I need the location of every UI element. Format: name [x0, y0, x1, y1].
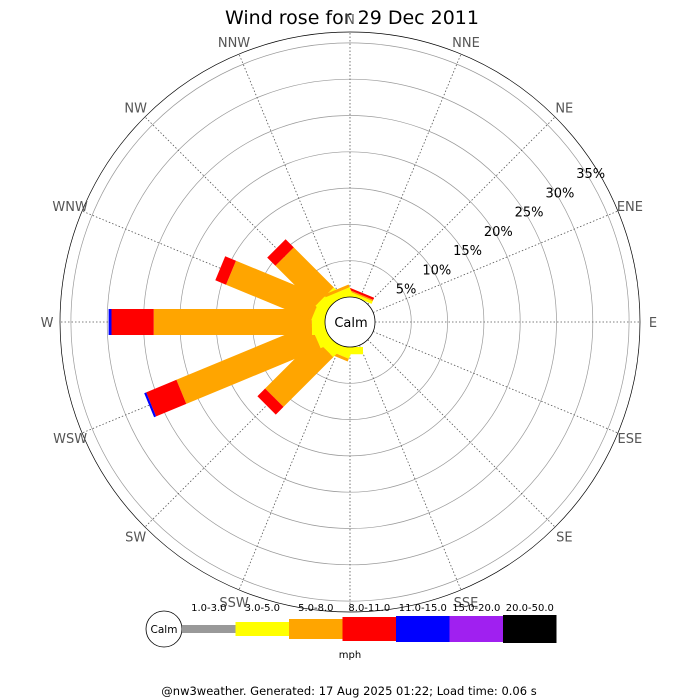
bar-sw-8.0-11.0: [257, 388, 284, 415]
polar-grid: [59, 31, 641, 613]
legend-label-5.0-8.0: 5.0-8.0: [298, 603, 333, 614]
radial-tick-labels: 5% 10%15%20%25%30%35%: [396, 167, 605, 297]
footer-credit: @nw3weather. Generated: 17 Aug 2025 01:2…: [161, 684, 536, 698]
direction-label-sse: SSE: [454, 596, 479, 611]
outer-ring: [59, 31, 641, 613]
legend-label-8.0-11.0: 8.0-11.0: [348, 603, 390, 614]
calm-center: Calm: [324, 296, 376, 348]
spoke-nne: [359, 53, 462, 300]
calm-label: Calm: [334, 316, 367, 331]
speed-legend: Calm 1.0-3.0 3.0-5.0 5.0-8.0 8.0-11.0 11.0-15…: [145, 603, 557, 648]
bar-wnw-8.0-11.0: [215, 256, 236, 285]
legend-calm-label: Calm: [151, 624, 178, 636]
bar-wnw-5.0-8.0: [226, 260, 322, 320]
spoke-nnw: [238, 53, 341, 300]
spoke-sw: [144, 339, 333, 528]
bar-w-5.0-8.0: [153, 309, 312, 335]
legend-swatch-11.0-15.0: [396, 616, 450, 642]
calm-circle: [324, 296, 376, 348]
direction-label-ene: ENE: [617, 200, 643, 215]
legend-label-20.0-50.0: 20.0-50.0: [506, 603, 554, 614]
radial-tick-20: 20%: [484, 225, 513, 240]
bar-nnw-3.0-5.0: [325, 287, 353, 304]
bar-w-8.0-11.0: [111, 309, 154, 335]
bar-nne-5.0-8.0: [348, 289, 374, 302]
wind-bars: [108, 239, 375, 418]
radial-tick-35: 35%: [576, 167, 605, 182]
bar-nne-8.0-11.0: [349, 287, 375, 300]
direction-label-nne: NNE: [452, 36, 480, 51]
radial-tick-25: 25%: [515, 206, 544, 221]
spoke-ne: [367, 116, 556, 305]
bar-nw-5.0-8.0: [275, 247, 334, 306]
spoke-sse: [359, 344, 462, 591]
spoke-nw: [144, 116, 333, 305]
spoke-ene: [372, 210, 619, 313]
radial-tick-30: 30%: [545, 186, 574, 201]
spoke-ese: [372, 331, 619, 434]
legend-swatch-3.0-5.0: [235, 622, 289, 636]
spoke-wsw: [81, 331, 328, 434]
direction-label-n: N: [345, 13, 355, 28]
spoke-se: [367, 339, 556, 528]
legend-swatch-8.0-11.0: [342, 617, 396, 641]
legend-label-3.0-5.0: 3.0-5.0: [245, 603, 280, 614]
legend-swatch-1.0-3.0: [182, 625, 236, 633]
bar-nw-8.0-11.0: [267, 239, 294, 266]
bar-sw-5.0-8.0: [265, 338, 334, 407]
bar-wsw-11.0-15.0: [144, 392, 157, 418]
legend-label-1.0-3.0: 1.0-3.0: [191, 603, 226, 614]
direction-label-ssw: SSW: [219, 596, 249, 611]
legend-swatch-15.0-20.0: [449, 616, 503, 642]
bar-w-11.0-15.0: [108, 309, 112, 335]
legend-swatch-5.0-8.0: [289, 619, 343, 639]
direction-label-sw: SW: [125, 530, 146, 545]
legend-units: mph: [339, 650, 361, 661]
spoke-ssw: [238, 344, 341, 591]
direction-labels: NNNENEENEEESESESSESSSWSWWSWWWNWNWNNW: [41, 13, 658, 634]
radial-tick-10: 10%: [422, 263, 451, 278]
bar-nne-3.0-5.0: [347, 291, 373, 304]
direction-label-w: W: [41, 316, 54, 331]
radial-ring: [70, 42, 630, 602]
direction-label-nw: NW: [124, 102, 147, 117]
bar-wsw-5.0-8.0: [176, 324, 321, 404]
direction-label-ese: ESE: [618, 432, 643, 447]
legend-label-11.0-15.0: 11.0-15.0: [399, 603, 447, 614]
legend-label-15.0-20.0: 15.0-20.0: [452, 603, 500, 614]
radial-tick-15: 15%: [453, 244, 482, 259]
bar-nnw-5.0-8.0: [324, 284, 350, 298]
direction-label-se: SE: [556, 530, 572, 545]
bar-wsw-8.0-11.0: [146, 379, 187, 417]
chart-title: Wind rose for 29 Dec 2011: [225, 7, 479, 29]
direction-label-wnw: WNW: [52, 200, 88, 215]
direction-label-nnw: NNW: [218, 36, 250, 51]
direction-label-wsw: WSW: [53, 432, 87, 447]
direction-label-ne: NE: [555, 102, 573, 117]
legend-swatch-20.0-50.0: [503, 615, 557, 643]
spoke-wnw: [81, 210, 328, 313]
radial-tick-5: 5%: [396, 283, 417, 298]
direction-label-e: E: [649, 316, 657, 331]
